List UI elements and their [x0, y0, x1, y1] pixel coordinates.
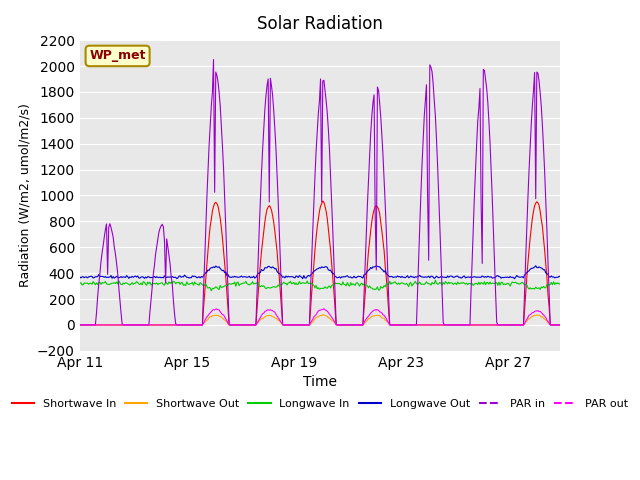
- Longwave In: [448, 280, 456, 286]
- Shortwave Out: [556, 322, 564, 328]
- PAR in: [113, 260, 120, 266]
- PAR in: [210, 57, 218, 62]
- Longwave In: [76, 280, 84, 286]
- PAR in: [76, 322, 84, 328]
- Longwave In: [356, 283, 364, 289]
- Longwave Out: [511, 276, 518, 282]
- PAR out: [356, 322, 364, 328]
- PAR in: [447, 322, 455, 328]
- Line: Shortwave Out: Shortwave Out: [80, 314, 560, 325]
- Line: Longwave In: Longwave In: [80, 280, 560, 291]
- PAR in: [556, 322, 564, 328]
- Line: PAR in: PAR in: [80, 60, 560, 325]
- Longwave Out: [372, 263, 380, 269]
- Longwave Out: [355, 274, 362, 279]
- PAR out: [410, 322, 418, 328]
- Line: PAR out: PAR out: [80, 309, 560, 325]
- Shortwave Out: [76, 322, 84, 328]
- Longwave Out: [518, 274, 526, 279]
- Shortwave Out: [113, 322, 120, 328]
- Shortwave In: [113, 322, 120, 328]
- Longwave In: [410, 280, 418, 286]
- Shortwave Out: [447, 322, 455, 328]
- Shortwave In: [410, 322, 418, 328]
- Longwave In: [556, 281, 564, 287]
- Title: Solar Radiation: Solar Radiation: [257, 15, 383, 33]
- Shortwave Out: [457, 322, 465, 328]
- Longwave Out: [113, 274, 120, 279]
- Longwave Out: [457, 275, 465, 281]
- Longwave In: [458, 280, 466, 286]
- Shortwave In: [319, 198, 326, 204]
- Shortwave In: [517, 322, 525, 328]
- Longwave In: [431, 277, 439, 283]
- Longwave Out: [556, 274, 564, 279]
- PAR out: [76, 322, 84, 328]
- Shortwave Out: [517, 322, 525, 328]
- X-axis label: Time: Time: [303, 375, 337, 389]
- Shortwave Out: [410, 322, 418, 328]
- PAR out: [457, 322, 465, 328]
- Shortwave In: [556, 322, 564, 328]
- Longwave In: [207, 288, 215, 294]
- Text: WP_met: WP_met: [90, 49, 146, 62]
- PAR in: [356, 322, 364, 328]
- Legend: Shortwave In, Shortwave Out, Longwave In, Longwave Out, PAR in, PAR out: Shortwave In, Shortwave Out, Longwave In…: [7, 395, 633, 414]
- Longwave Out: [76, 274, 84, 280]
- PAR in: [517, 322, 525, 328]
- PAR out: [447, 322, 455, 328]
- Shortwave Out: [319, 312, 326, 317]
- PAR in: [410, 322, 418, 328]
- Line: Shortwave In: Shortwave In: [80, 201, 560, 325]
- Line: Longwave Out: Longwave Out: [80, 266, 560, 279]
- PAR out: [113, 322, 120, 328]
- Shortwave In: [356, 322, 364, 328]
- Shortwave In: [457, 322, 465, 328]
- PAR out: [556, 322, 564, 328]
- Shortwave Out: [356, 322, 364, 328]
- Longwave Out: [410, 275, 418, 281]
- Shortwave In: [447, 322, 455, 328]
- PAR out: [320, 306, 328, 312]
- PAR in: [457, 322, 465, 328]
- PAR out: [517, 322, 525, 328]
- Longwave In: [518, 279, 526, 285]
- Shortwave In: [76, 322, 84, 328]
- Longwave Out: [447, 273, 455, 279]
- Y-axis label: Radiation (W/m2, umol/m2/s): Radiation (W/m2, umol/m2/s): [19, 104, 31, 288]
- Longwave In: [113, 279, 120, 285]
